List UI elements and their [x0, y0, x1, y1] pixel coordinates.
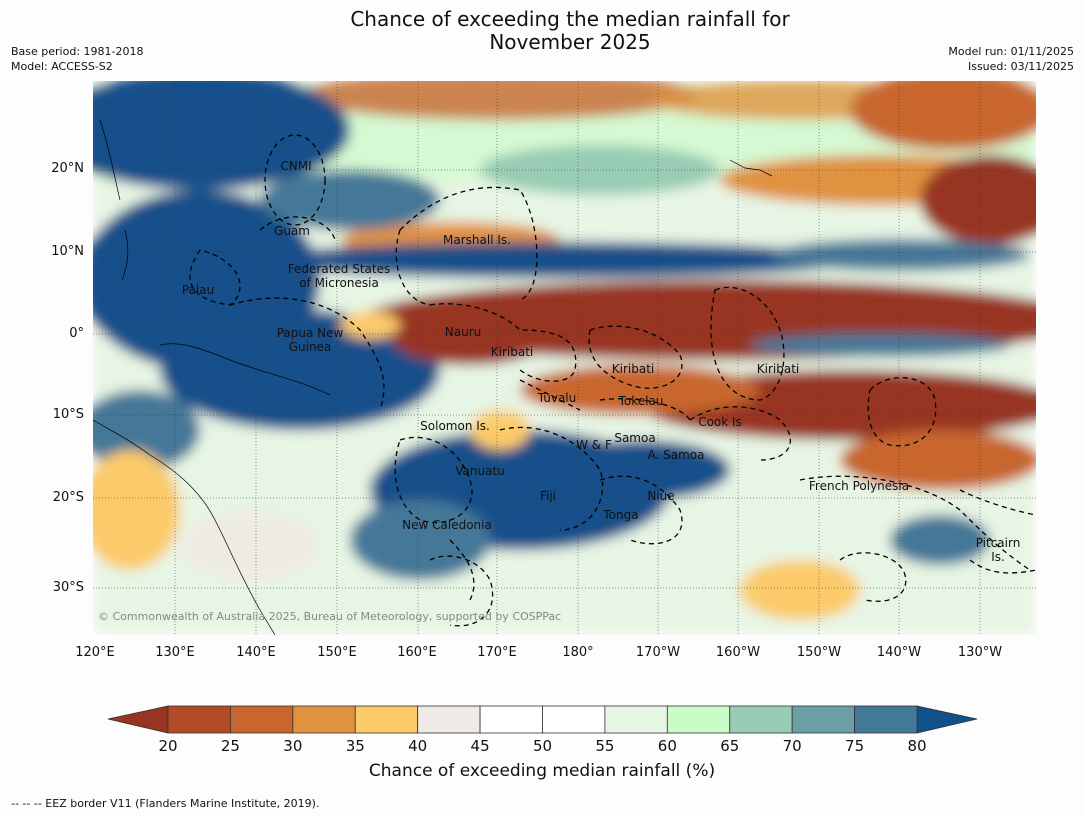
place-label-pitcairn-line1: Pitcairn [975, 536, 1021, 550]
header-right: Model run: 01/11/2025 Issued: 03/11/2025 [948, 44, 1074, 74]
lon-label-180: 180° [562, 645, 594, 660]
place-label-kiribati-central: Kiribati [611, 362, 655, 376]
colorbar-tick-25: 25 [220, 737, 240, 755]
colorbar-segment-55-60 [604, 705, 668, 734]
colorbar-tick-50: 50 [532, 737, 553, 755]
place-label-marshall-islands: Marshall Is. [443, 233, 511, 247]
colorbar-tick-65: 65 [720, 737, 740, 755]
chart-title-line2: November 2025 [489, 30, 651, 54]
lon-label-130w: 130°W [957, 645, 1003, 660]
base-period: Base period: 1981-2018 [11, 45, 144, 58]
colorbar-segment-20-25 [167, 705, 231, 734]
lon-label-120e: 120°E [75, 645, 115, 660]
colorbar-segment-65-70 [729, 705, 793, 734]
place-label-png-line1: Papua New [276, 326, 344, 340]
place-label-new-caledonia: New Caledonia [402, 518, 492, 532]
place-label-fsm-line1: Federated States [287, 262, 391, 276]
colorbar-tick-35: 35 [345, 737, 365, 755]
place-label-tokelau: Tokelau [618, 394, 664, 408]
model-name: Model: ACCESS-S2 [11, 60, 113, 73]
copyright-notice: © Commonwealth of Australia 2025, Bureau… [98, 610, 562, 623]
place-label-niue: Niue [647, 489, 675, 503]
place-label-fsm-line2: of Micronesia [299, 276, 379, 290]
place-label-tuvalu: Tuvalu [537, 391, 577, 405]
lon-label-150e: 150°E [317, 645, 357, 660]
chart-title-line1: Chance of exceeding the median rainfall … [350, 7, 790, 31]
lat-label-10s: 10°S [52, 407, 84, 422]
colorbar-tick-45: 45 [470, 737, 490, 755]
lon-label-170w: 170°W [635, 645, 681, 660]
colorbar-segment-30-35 [292, 705, 356, 734]
colorbar-segment-45-50 [479, 705, 543, 734]
colorbar-segment-40-45 [417, 705, 481, 734]
colorbar-tick-70: 70 [782, 737, 802, 755]
lon-label-130e: 130°E [155, 645, 195, 660]
place-label-nauru: Nauru [444, 325, 482, 339]
place-label-french-polynesia: French Polynesia [808, 479, 910, 493]
colorbar-tick-55: 55 [595, 737, 615, 755]
place-label-palau: Palau [181, 283, 215, 297]
colorbar [107, 705, 978, 734]
colorbar-extend-high [916, 705, 978, 734]
place-label-fiji: Fiji [539, 489, 557, 503]
colorbar-segment-60-65 [666, 705, 731, 734]
lat-label-10n: 10°N [51, 244, 84, 259]
place-label-vanuatu: Vanuatu [455, 464, 505, 478]
header-left: Base period: 1981-2018 Model: ACCESS-S2 [11, 44, 143, 74]
place-label-tonga: Tonga [603, 508, 639, 522]
place-label-kiribati-east: Kiribati [756, 362, 800, 376]
place-label-american-samoa: A. Samoa [647, 448, 705, 462]
footnote-eez: -- -- -- EEZ border V11 (Flanders Marine… [11, 797, 320, 810]
lon-label-160w: 160°W [715, 645, 761, 660]
colorbar-segment-50-55 [542, 705, 606, 734]
colorbar-extend-low [107, 705, 169, 734]
place-label-pitcairn-line2: Is. [991, 550, 1005, 564]
colorbar-tick-30: 30 [283, 737, 303, 755]
colorbar-tick-40: 40 [408, 737, 428, 755]
colorbar-segment-70-75 [791, 705, 855, 734]
colorbar-label: Chance of exceeding median rainfall (%) [368, 761, 716, 781]
lat-label-30s: 30°S [52, 580, 84, 595]
lat-label-20s: 20°S [52, 490, 84, 505]
chart-title: Chance of exceeding the median rainfall … [0, 8, 1085, 54]
coastlines [93, 119, 773, 635]
place-label-solomon-islands: Solomon Is. [420, 419, 490, 433]
model-run: Model run: 01/11/2025 [948, 45, 1074, 58]
rainfall-field [93, 81, 1036, 635]
colorbar-segment-35-40 [354, 705, 419, 734]
colorbar-segment-25-30 [230, 705, 294, 734]
lon-label-150w: 150°W [796, 645, 842, 660]
place-label-png-line2: Guinea [288, 340, 332, 354]
colorbar-tick-80: 80 [907, 737, 927, 755]
lon-label-170e: 170°E [477, 645, 517, 660]
eez-borders [189, 134, 1036, 627]
colorbar-tick-75: 75 [845, 737, 865, 755]
lat-label-0: 0° [69, 326, 84, 341]
lon-label-140e: 140°E [236, 645, 276, 660]
lon-label-160e: 160°E [397, 645, 437, 660]
place-label-cook-islands: Cook Is [698, 415, 742, 429]
gridlines [93, 81, 1036, 635]
issued-date: Issued: 03/11/2025 [967, 60, 1074, 73]
lat-label-20n: 20°N [51, 161, 84, 176]
colorbar-tick-60: 60 [657, 737, 677, 755]
colorbar-tick-20: 20 [158, 737, 178, 755]
place-label-cnmi: CNMI [280, 159, 312, 173]
place-label-wallis-futuna: W & F [576, 438, 612, 452]
place-label-samoa: Samoa [614, 431, 656, 445]
place-label-kiribati-west: Kiribati [490, 345, 534, 359]
lon-label-140w: 140°W [876, 645, 922, 660]
colorbar-segment-75-80 [854, 705, 918, 734]
place-label-guam: Guam [274, 224, 310, 238]
